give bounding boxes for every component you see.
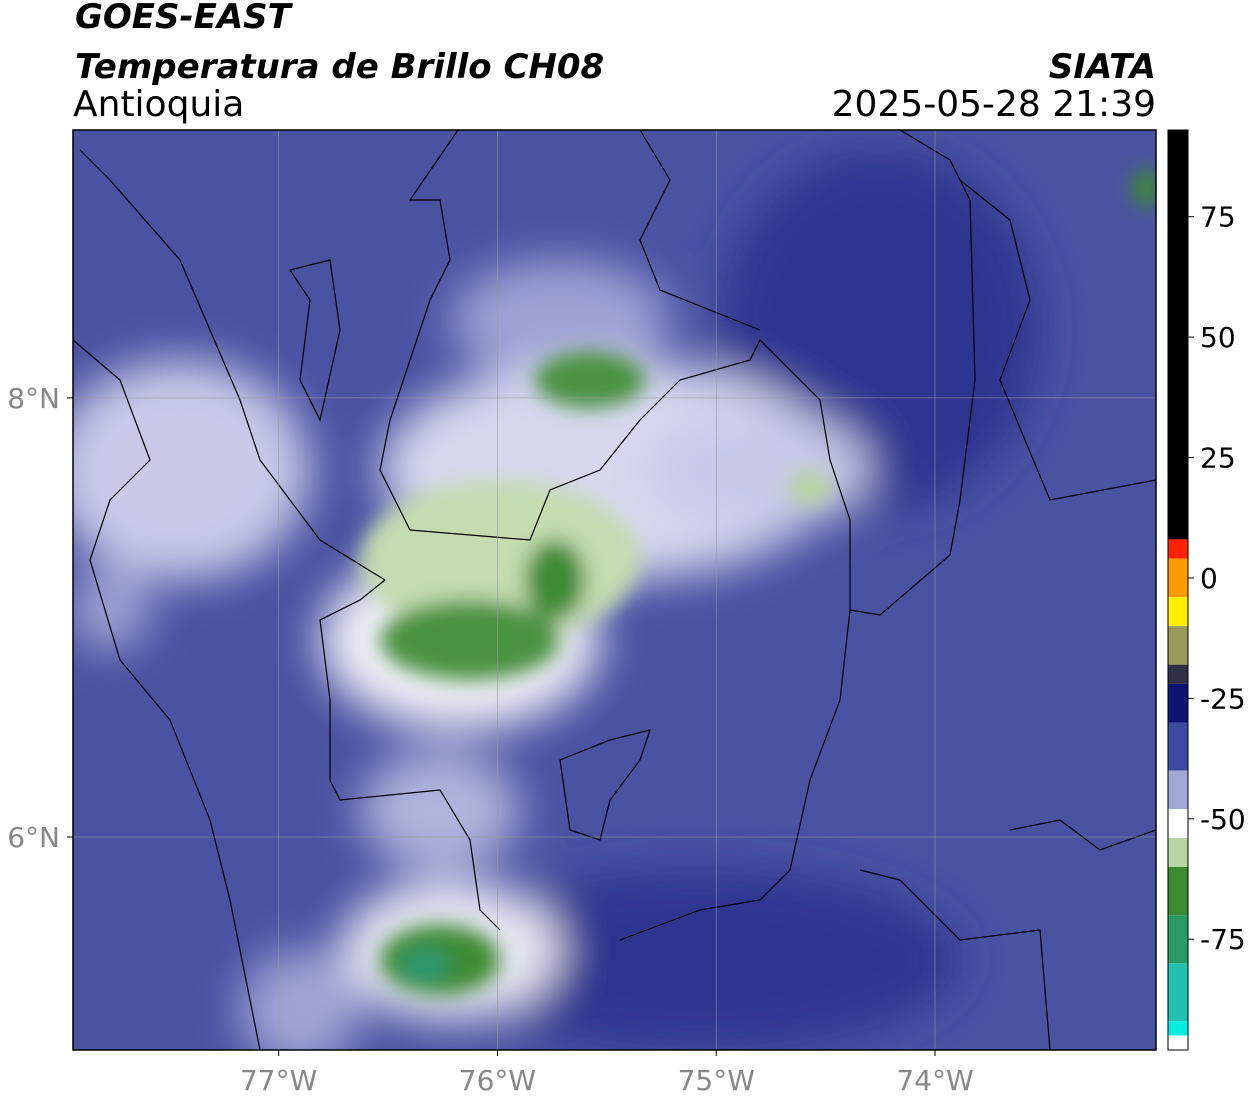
lon-tick-label: 74°W <box>896 1064 973 1097</box>
colorbar-tick-label: 25 <box>1200 442 1236 475</box>
lat-tick-label: 8°N <box>7 382 60 415</box>
region: Antioquia <box>73 84 244 125</box>
colorbar-segment <box>1168 963 1188 1022</box>
colorbar-segment <box>1168 1035 1188 1050</box>
colorbar-segment <box>1168 626 1188 665</box>
colorbar-segment <box>1168 683 1188 723</box>
colorbar-segment <box>1168 539 1188 559</box>
timestamp: 2025-05-28 21:39 <box>832 84 1156 125</box>
colorbar: 75 50 25 0 -25 -50 -75 <box>1168 130 1246 1050</box>
colorbar-segment <box>1168 809 1188 839</box>
colorbar-tick-label: -75 <box>1200 923 1246 956</box>
title: GOES-EAST <box>75 0 294 37</box>
borders <box>73 130 1156 1050</box>
colorbar-segment <box>1168 915 1188 964</box>
colorbar-segment <box>1168 597 1188 627</box>
cloud-field <box>73 150 1040 1050</box>
subtitle: Temperatura de Brillo CH08 <box>75 47 604 87</box>
graticule: 77°W 76°W 75°W 74°W 8°N 6°N <box>7 130 1156 1097</box>
colorbar-segment <box>1168 866 1188 916</box>
colorbar-segment <box>1168 664 1188 684</box>
colorbar-segment <box>1168 722 1188 771</box>
map-frame <box>72 129 1157 1051</box>
colorbar-tick-label: 75 <box>1200 201 1236 234</box>
colorbar-segment <box>1168 770 1188 810</box>
colorbar-tick-label: 50 <box>1200 321 1236 354</box>
colorbar-tick-label: -25 <box>1200 682 1246 715</box>
map-image <box>73 130 1156 1050</box>
colorbar-segment <box>1168 1021 1188 1036</box>
colorbar-tick-label: -50 <box>1200 803 1246 836</box>
lon-tick-label: 76°W <box>459 1064 536 1097</box>
lon-tick-label: 75°W <box>678 1064 755 1097</box>
colorbar-segment <box>1168 558 1188 598</box>
colorbar-segment <box>1168 130 1188 540</box>
lat-tick-label: 6°N <box>7 821 60 854</box>
cold-tops <box>360 168 1156 995</box>
colorbar-segment <box>1168 838 1188 867</box>
lon-tick-label: 77°W <box>240 1064 317 1097</box>
source: SIATA <box>1049 47 1156 87</box>
colorbar-tick-label: 0 <box>1200 562 1218 595</box>
colorbar-frame <box>1167 129 1189 1051</box>
